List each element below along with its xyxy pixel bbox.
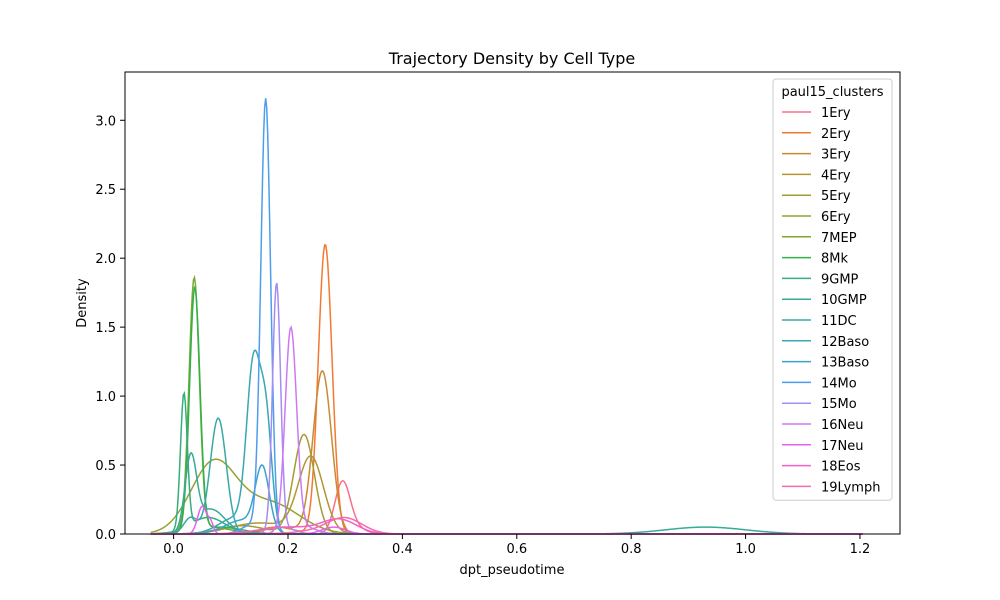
x-tick-label: 0.2 <box>278 542 299 557</box>
y-axis: 0.0 0.5 1.0 1.5 2.0 2.5 3.0 <box>95 114 125 543</box>
legend-entry-3ery: 3Ery <box>821 148 851 163</box>
legend: paul15_clusters 1Ery 2Ery 3Ery 4Ery 5Ery 6Ery 7… <box>772 78 893 501</box>
legend-entry-11dc: 11DC <box>821 314 857 329</box>
y-tick-label: 1.5 <box>95 321 116 336</box>
legend-entry-6ery: 6Ery <box>821 210 851 225</box>
legend-entry-2ery: 2Ery <box>821 127 851 142</box>
legend-entry-1ery: 1Ery <box>821 106 851 121</box>
legend-entry-17neu: 17Neu <box>821 439 864 454</box>
x-axis: 0.0 0.2 0.4 0.6 0.8 1.0 1.2 <box>163 534 870 557</box>
y-tick-label: 2.5 <box>95 183 116 198</box>
x-tick-label: 0.8 <box>621 542 642 557</box>
legend-entry-5ery: 5Ery <box>821 189 851 204</box>
x-tick-label: 0.6 <box>506 542 527 557</box>
legend-entry-14mo: 14Mo <box>821 376 857 391</box>
legend-entry-15mo: 15Mo <box>821 397 857 412</box>
series-layer <box>150 98 863 535</box>
legend-title: paul15_clusters <box>781 85 883 100</box>
legend-box <box>772 78 893 501</box>
series-line-1ery <box>150 479 863 535</box>
series-line-5ery <box>150 433 863 535</box>
x-tick-label: 1.2 <box>850 542 871 557</box>
y-tick-label: 1.0 <box>95 390 116 405</box>
legend-entry-9gmp: 9GMP <box>821 272 859 287</box>
y-tick-label: 2.0 <box>95 252 116 267</box>
x-axis-label: dpt_pseudotime <box>460 563 565 578</box>
legend-entry-4ery: 4Ery <box>821 168 851 183</box>
legend-entry-19lymph: 19Lymph <box>821 480 880 495</box>
legend-entry-18eos: 18Eos <box>821 460 861 475</box>
legend-entry-7mep: 7MEP <box>821 231 857 246</box>
x-tick-label: 1.0 <box>735 542 756 557</box>
legend-entry-13baso: 13Baso <box>821 356 869 371</box>
series-line-14mo <box>150 98 863 535</box>
legend-entry-12baso: 12Baso <box>821 335 869 350</box>
series-line-10gmp <box>150 451 863 535</box>
chart-title: Trajectory Density by Cell Type <box>388 49 635 68</box>
x-tick-label: 0.4 <box>392 542 413 557</box>
y-tick-label: 0.0 <box>95 528 116 543</box>
y-axis-label: Density <box>75 278 90 328</box>
legend-entry-16neu: 16Neu <box>821 418 864 433</box>
legend-entry-10gmp: 10GMP <box>821 293 867 308</box>
y-tick-label: 3.0 <box>95 114 116 129</box>
x-tick-label: 0.0 <box>163 542 184 557</box>
plot-frame <box>124 71 901 535</box>
y-tick-label: 0.5 <box>95 459 116 474</box>
legend-entry-8mk: 8Mk <box>821 252 848 267</box>
